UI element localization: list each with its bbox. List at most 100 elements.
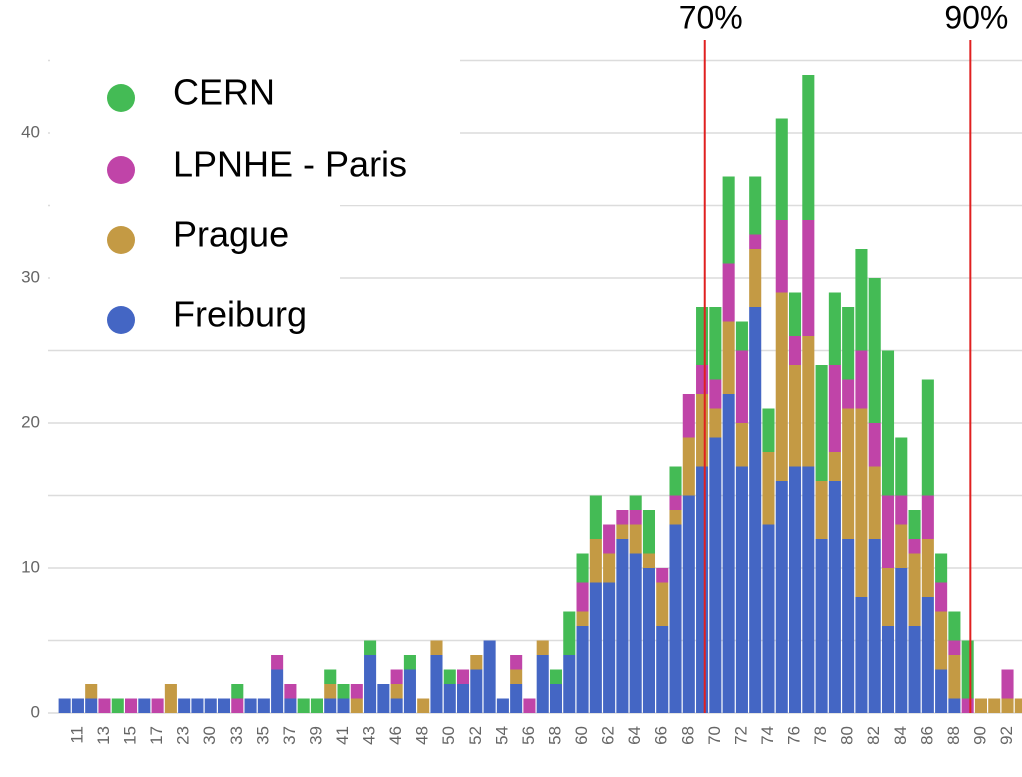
bar-segment bbox=[855, 597, 868, 713]
bar-segment bbox=[364, 655, 377, 713]
bar-segment bbox=[58, 698, 71, 713]
legend-label: LPNHE - Paris bbox=[173, 144, 407, 185]
bar-segment bbox=[629, 495, 642, 510]
bar-segment bbox=[709, 437, 722, 713]
bar-segment bbox=[722, 176, 735, 264]
x-tick-label: 11 bbox=[67, 726, 86, 744]
bar-segment bbox=[443, 684, 456, 713]
bar-segment bbox=[722, 394, 735, 713]
bar-segment bbox=[337, 698, 350, 713]
bar-segment bbox=[762, 408, 775, 452]
x-tick-label: 50 bbox=[439, 726, 458, 745]
bar-segment bbox=[749, 176, 762, 235]
bar-segment bbox=[125, 698, 138, 713]
bar-segment bbox=[895, 524, 908, 568]
x-tick-label: 76 bbox=[785, 726, 804, 745]
x-tick-label: 64 bbox=[625, 726, 644, 745]
bar-segment bbox=[204, 698, 217, 713]
bar-segment bbox=[948, 640, 961, 655]
bar-segment bbox=[271, 655, 284, 670]
bar-segment bbox=[682, 437, 695, 496]
bar-segment bbox=[589, 582, 602, 713]
bar-segment bbox=[656, 626, 669, 713]
bar-segment bbox=[881, 495, 895, 568]
x-tick-label: 82 bbox=[864, 726, 883, 745]
bar-segment bbox=[629, 524, 642, 554]
bar-segment bbox=[842, 408, 855, 539]
bar-segment bbox=[709, 307, 722, 380]
bar-segment bbox=[390, 684, 403, 699]
bar-segment bbox=[231, 698, 244, 713]
bar-segment bbox=[815, 365, 828, 481]
bar-segment bbox=[350, 698, 363, 713]
bar-segment bbox=[868, 466, 881, 539]
bar-segment bbox=[775, 220, 788, 293]
bar-segment bbox=[855, 249, 868, 351]
bar-segment bbox=[629, 510, 642, 525]
bar-segment bbox=[217, 698, 231, 713]
bar-segment bbox=[616, 539, 629, 713]
bar-segment bbox=[310, 698, 323, 713]
bar-segment bbox=[735, 423, 748, 467]
bar-segment bbox=[430, 640, 443, 655]
bar-segment bbox=[948, 698, 961, 713]
bar-segment bbox=[842, 307, 855, 380]
x-tick-label: 39 bbox=[306, 726, 325, 745]
bar-segment bbox=[749, 234, 762, 249]
bar-segment bbox=[762, 452, 775, 525]
bar-segment bbox=[589, 539, 602, 583]
legend-swatch bbox=[107, 84, 135, 112]
bar-segment bbox=[324, 669, 337, 684]
x-tick-label: 80 bbox=[838, 726, 857, 745]
bar-segment bbox=[284, 684, 297, 699]
bar-segment bbox=[908, 539, 921, 554]
bar-segment bbox=[722, 321, 735, 394]
x-tick-label: 54 bbox=[492, 726, 511, 745]
bar-segment bbox=[244, 698, 257, 713]
bar-segment bbox=[616, 524, 629, 539]
bar-segment bbox=[656, 582, 669, 626]
bar-segment bbox=[828, 452, 841, 481]
bar-segment bbox=[563, 611, 576, 655]
bar-segment bbox=[576, 553, 589, 583]
bar-segment bbox=[749, 249, 762, 307]
bar-segment bbox=[337, 684, 350, 699]
bar-segment bbox=[589, 495, 602, 539]
bar-segment bbox=[669, 510, 682, 525]
bar-segment bbox=[510, 655, 523, 670]
bar-segment bbox=[696, 365, 709, 394]
bar-segment bbox=[257, 698, 270, 713]
bar-segment bbox=[138, 698, 151, 713]
bar-segment bbox=[470, 669, 483, 713]
x-tick-label: 86 bbox=[917, 726, 936, 745]
bar-segment bbox=[696, 466, 709, 713]
bar-segment bbox=[191, 698, 204, 713]
y-tick-label: 40 bbox=[21, 122, 40, 141]
bar-segment bbox=[935, 611, 948, 670]
bar-segment bbox=[1001, 669, 1014, 699]
bar-segment bbox=[735, 321, 748, 351]
x-tick-label: 74 bbox=[758, 726, 777, 745]
bar-segment bbox=[642, 553, 655, 568]
x-tick-label: 92 bbox=[997, 726, 1016, 745]
bar-segment bbox=[377, 684, 390, 713]
y-tick-label: 30 bbox=[21, 267, 40, 286]
x-tick-label: 68 bbox=[678, 726, 697, 745]
bar-segment bbox=[178, 698, 191, 713]
bar-segment bbox=[510, 684, 523, 713]
bar-segment bbox=[430, 655, 443, 713]
bar-segment bbox=[815, 539, 828, 713]
bar-segment bbox=[762, 524, 775, 713]
bar-segment bbox=[669, 466, 682, 496]
bar-segment bbox=[656, 568, 669, 583]
bar-segment bbox=[390, 669, 403, 684]
bar-segment bbox=[576, 582, 589, 612]
bar-segment bbox=[948, 655, 961, 699]
bar-segment bbox=[908, 510, 921, 539]
bar-segment bbox=[1001, 698, 1014, 713]
bar-segment bbox=[297, 698, 310, 713]
bar-segment bbox=[709, 379, 722, 409]
bar-segment bbox=[111, 698, 124, 713]
bar-segment bbox=[961, 698, 974, 713]
bar-segment bbox=[576, 611, 589, 626]
